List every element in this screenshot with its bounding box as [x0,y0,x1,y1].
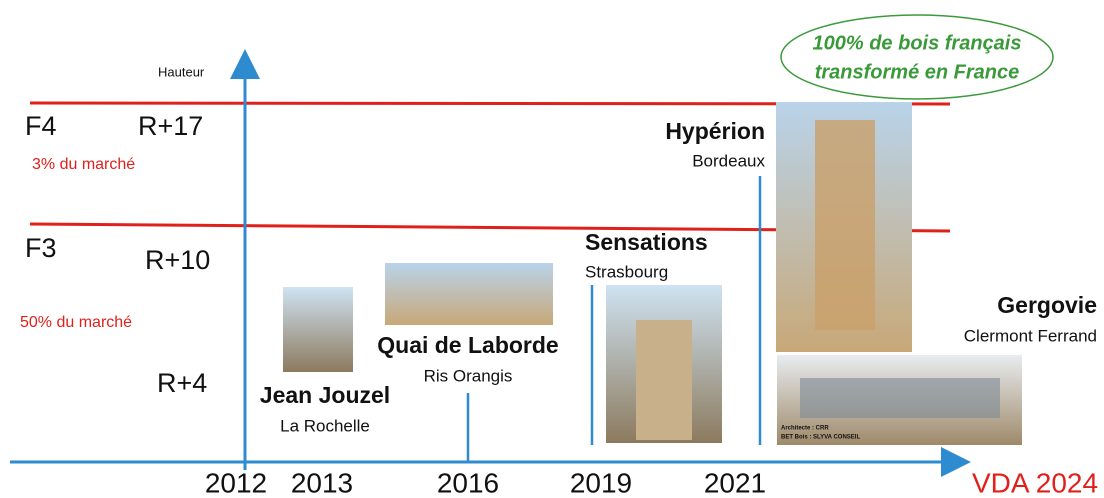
timeline-diagram: Architecte : CRR BET Bois : SLYVA CONSEI… [0,0,1104,498]
project-city: La Rochelle [280,416,370,435]
badge-text: transformé en France [815,61,1020,83]
footer: VDA 2024 [972,467,1098,498]
photo-building [636,320,692,440]
level-height: R+10 [145,245,210,275]
photo [283,287,353,372]
project-name: Jean Jouzel [260,382,390,408]
year: 2016 [437,467,499,498]
project-city: Ris Orangis [424,366,513,385]
level-class: F4 [25,111,57,141]
project-name: Sensations [585,229,708,255]
photo-credit: Architecte : CRR [781,426,829,432]
photo-building [800,378,1000,418]
badge-text: 100% de bois français [813,32,1022,54]
level-share: 3% du marché [32,156,135,173]
year: 2019 [570,467,632,498]
year: 2012 [205,467,267,498]
photo [385,263,553,325]
project-city: Bordeaux [692,151,765,170]
year: 2013 [291,467,353,498]
level-class: F3 [25,233,57,263]
photo-credit: BET Bois : SLYVA CONSEIL [781,435,860,441]
photo-building [815,120,875,330]
project-city: Clermont Ferrand [964,326,1097,345]
axis-label: Hauteur [158,64,205,79]
level-height: R+17 [138,111,203,141]
project-name: Hypérion [665,118,765,144]
level-share: 50% du marché [20,314,132,331]
project-city: Strasbourg [585,262,668,281]
level-height: R+4 [157,368,207,398]
project-name: Quai de Laborde [377,332,558,358]
project-name: Gergovie [997,292,1097,318]
year: 2021 [704,467,766,498]
badge [781,15,1053,99]
